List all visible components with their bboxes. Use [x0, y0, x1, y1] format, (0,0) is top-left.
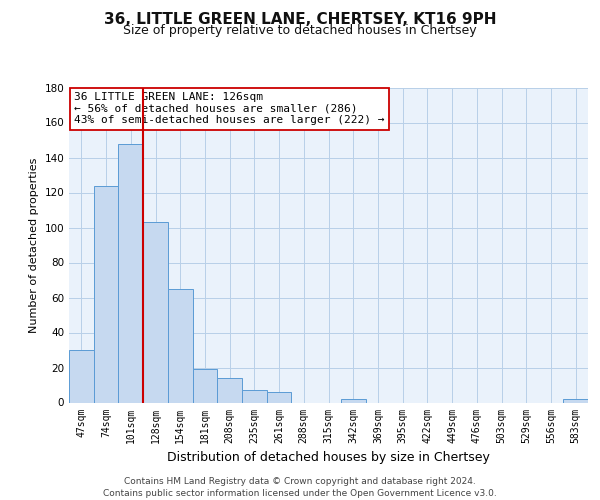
Bar	[341, 399, 365, 402]
Bar	[143, 222, 168, 402]
Bar	[267, 392, 292, 402]
Bar	[168, 289, 193, 403]
Text: Contains HM Land Registry data © Crown copyright and database right 2024.
Contai: Contains HM Land Registry data © Crown c…	[103, 476, 497, 498]
Text: Size of property relative to detached houses in Chertsey: Size of property relative to detached ho…	[123, 24, 477, 37]
Text: 36, LITTLE GREEN LANE, CHERTSEY, KT16 9PH: 36, LITTLE GREEN LANE, CHERTSEY, KT16 9P…	[104, 12, 496, 28]
Bar	[242, 390, 267, 402]
Bar	[193, 369, 217, 402]
X-axis label: Distribution of detached houses by size in Chertsey: Distribution of detached houses by size …	[167, 451, 490, 464]
Bar	[118, 144, 143, 402]
Bar	[563, 399, 588, 402]
Bar	[69, 350, 94, 403]
Bar	[94, 186, 118, 402]
Text: 36 LITTLE GREEN LANE: 126sqm
← 56% of detached houses are smaller (286)
43% of s: 36 LITTLE GREEN LANE: 126sqm ← 56% of de…	[74, 92, 385, 126]
Bar	[217, 378, 242, 402]
Y-axis label: Number of detached properties: Number of detached properties	[29, 158, 39, 332]
